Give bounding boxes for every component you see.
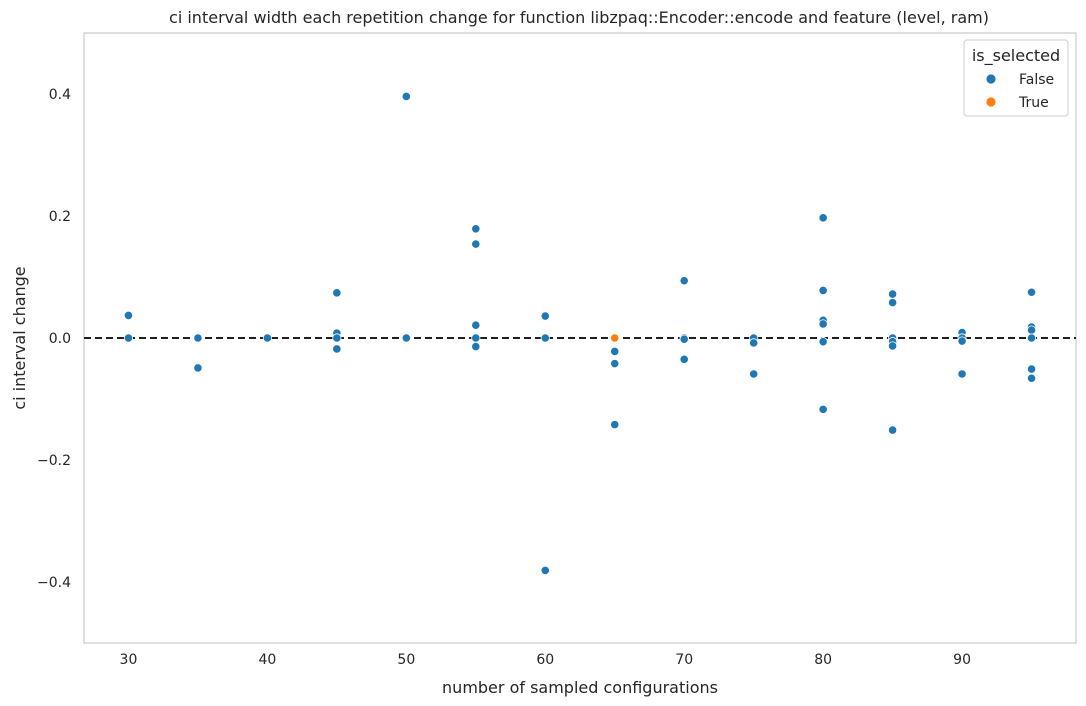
y-tick-label: 0.2 — [49, 209, 71, 225]
data-point-false — [471, 333, 481, 343]
data-point-false — [957, 369, 967, 379]
y-axis-ticks: −0.4 −0.2 0.0 0.2 0.4 — [37, 87, 71, 591]
data-point-false — [123, 310, 134, 321]
x-tick-label: 70 — [675, 652, 693, 668]
data-point-false — [749, 338, 759, 348]
data-points — [123, 91, 1037, 576]
data-point-false — [888, 425, 898, 435]
data-point-false — [540, 311, 550, 321]
x-tick-label: 60 — [536, 652, 554, 668]
data-point-false — [888, 341, 898, 351]
data-point-false — [540, 333, 550, 343]
data-point-false — [888, 298, 898, 308]
data-point-false — [888, 289, 898, 299]
data-point-false — [401, 333, 411, 343]
data-point-false — [1026, 287, 1037, 297]
data-point-false — [1026, 333, 1037, 343]
y-tick-label: 0.0 — [49, 331, 71, 347]
data-point-false — [610, 359, 620, 369]
data-point-false — [471, 224, 481, 234]
data-point-false — [957, 336, 967, 346]
data-point-false — [1026, 364, 1037, 374]
data-point-false — [818, 337, 828, 347]
data-point-false — [818, 213, 828, 223]
data-point-false — [471, 320, 481, 330]
data-point-false — [818, 319, 828, 329]
data-point-false — [679, 334, 689, 344]
data-point-true — [610, 333, 620, 343]
data-point-false — [193, 363, 203, 373]
legend: is_selected False True — [963, 39, 1069, 117]
legend-label-false: False — [1019, 72, 1054, 88]
data-point-false — [540, 565, 550, 576]
data-point-false — [610, 420, 620, 430]
data-point-false — [471, 341, 481, 352]
data-point-false — [1026, 325, 1037, 335]
x-tick-label: 80 — [814, 652, 832, 668]
x-axis-ticks: 30 40 50 60 70 80 90 — [120, 652, 971, 668]
data-point-false — [401, 91, 411, 102]
data-point-false — [262, 333, 272, 343]
data-point-false — [1026, 373, 1037, 383]
data-point-false — [193, 333, 203, 343]
data-point-false — [332, 344, 342, 354]
legend-marker-true — [985, 96, 997, 108]
data-point-false — [679, 276, 689, 286]
x-axis-label: number of sampled configurations — [442, 678, 718, 697]
y-axis-label: ci interval change — [10, 266, 29, 409]
chart-title: ci interval width each repetition change… — [169, 8, 989, 27]
y-tick-label: −0.2 — [37, 453, 71, 469]
legend-marker-false — [985, 73, 997, 85]
data-point-false — [471, 239, 481, 249]
data-point-false — [332, 288, 342, 298]
data-point-false — [818, 404, 828, 414]
legend-entries: False True — [985, 72, 1054, 111]
data-point-false — [749, 369, 759, 379]
legend-title: is_selected — [972, 46, 1060, 66]
data-point-false — [679, 354, 689, 364]
x-tick-label: 90 — [953, 652, 971, 668]
x-tick-label: 50 — [397, 652, 415, 668]
y-tick-label: −0.4 — [37, 575, 71, 591]
data-point-false — [610, 346, 620, 357]
y-tick-label: 0.4 — [49, 87, 71, 103]
legend-label-true: True — [1018, 95, 1049, 111]
data-point-false — [332, 333, 342, 343]
data-point-false — [123, 333, 134, 343]
data-point-false — [818, 285, 828, 296]
x-tick-label: 40 — [258, 652, 276, 668]
x-tick-label: 30 — [120, 652, 138, 668]
